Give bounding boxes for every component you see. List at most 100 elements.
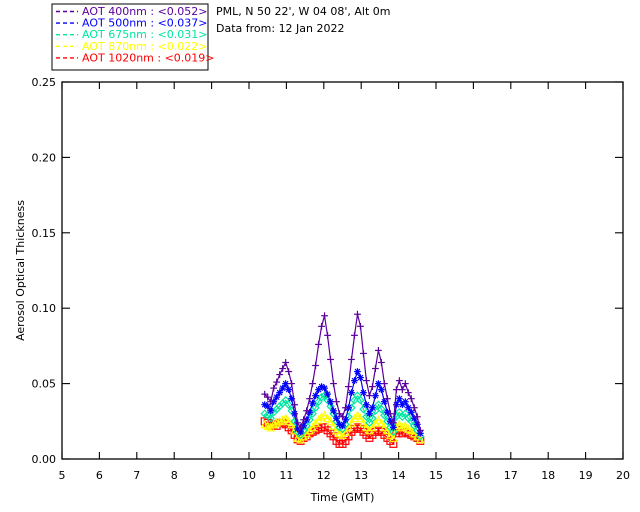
data-marker xyxy=(281,413,291,423)
data-marker xyxy=(341,427,350,436)
data-marker xyxy=(285,368,293,375)
data-marker xyxy=(369,383,376,391)
legend-label: AOT 675nm : <0.031> xyxy=(82,28,208,41)
data-marker xyxy=(409,428,419,438)
data-marker xyxy=(410,404,418,412)
data-marker xyxy=(380,411,389,420)
data-marker xyxy=(333,398,340,406)
x-tick-label: 16 xyxy=(466,469,480,482)
legend-label: AOT 870nm : <0.022> xyxy=(82,40,208,53)
data-marker xyxy=(348,356,355,363)
data-marker xyxy=(383,425,392,435)
data-marker xyxy=(369,404,376,412)
plot-frame xyxy=(61,81,624,460)
data-marker xyxy=(267,407,275,415)
data-marker xyxy=(389,427,398,437)
data-marker xyxy=(321,312,328,320)
data-marker xyxy=(327,398,334,406)
x-tick-label: 6 xyxy=(96,469,103,482)
legend-entry-2: AOT 675nm : <0.031> xyxy=(56,28,208,41)
data-marker xyxy=(317,412,326,421)
data-marker xyxy=(368,422,377,432)
legend-entry-3: AOT 870nm : <0.022> xyxy=(56,40,208,53)
data-marker xyxy=(278,415,288,424)
data-marker xyxy=(291,401,299,409)
data-marker xyxy=(297,423,305,431)
data-marker xyxy=(269,419,279,429)
data-marker xyxy=(312,392,319,400)
series-aot-400nm xyxy=(261,310,424,434)
data-marker xyxy=(357,374,364,381)
data-marker xyxy=(330,407,337,415)
legend-entry-0: AOT 400nm : <0.052> xyxy=(56,5,208,18)
data-marker xyxy=(329,421,338,430)
x-tick-label: 5 xyxy=(59,469,66,482)
data-marker xyxy=(267,398,275,406)
data-marker xyxy=(407,408,415,416)
data-marker xyxy=(362,412,371,422)
title-line-2: Data from: 12 Jan 2022 xyxy=(216,22,345,35)
data-marker xyxy=(353,410,362,420)
data-marker xyxy=(270,384,278,392)
data-marker xyxy=(309,399,316,407)
data-marker xyxy=(380,380,388,387)
data-marker xyxy=(401,398,409,406)
data-marker xyxy=(320,410,329,420)
data-marker xyxy=(318,322,325,330)
data-marker xyxy=(311,403,320,412)
data-marker xyxy=(273,393,281,401)
data-marker xyxy=(339,413,346,421)
data-marker xyxy=(398,386,406,394)
data-marker xyxy=(412,431,422,441)
data-marker xyxy=(287,419,297,429)
data-marker xyxy=(359,418,368,427)
legend-label: AOT 500nm : <0.037> xyxy=(82,17,208,30)
data-marker xyxy=(273,378,281,386)
x-tick-label: 9 xyxy=(208,469,215,482)
data-marker xyxy=(323,413,332,423)
data-marker xyxy=(354,310,361,318)
data-marker xyxy=(386,430,395,439)
data-marker xyxy=(406,425,416,435)
legend-entry-4: AOT 1020nm : <0.019> xyxy=(56,51,215,64)
data-marker xyxy=(404,389,412,397)
data-marker xyxy=(332,425,341,435)
data-marker xyxy=(324,331,331,339)
data-marker xyxy=(375,347,382,354)
x-tick-label: 12 xyxy=(317,469,331,482)
data-marker xyxy=(395,377,403,384)
data-marker xyxy=(372,365,379,372)
y-tick-label: 0.20 xyxy=(32,151,57,164)
x-tick-label: 14 xyxy=(392,469,406,482)
data-marker xyxy=(400,421,410,430)
data-marker xyxy=(294,419,302,427)
data-marker xyxy=(282,380,290,387)
data-marker xyxy=(315,340,322,348)
x-axis-title: Time (GMT) xyxy=(310,491,375,504)
data-marker xyxy=(374,415,383,424)
data-marker xyxy=(368,414,377,423)
data-marker xyxy=(407,395,415,403)
data-marker xyxy=(300,416,308,424)
y-tick-label: 0.10 xyxy=(32,302,57,315)
data-marker xyxy=(285,386,293,394)
data-marker xyxy=(309,380,316,387)
y-tick-label: 0.25 xyxy=(32,76,57,89)
legend-entry-1: AOT 500nm : <0.037> xyxy=(56,17,208,30)
data-marker xyxy=(377,359,385,366)
x-tick-label: 7 xyxy=(133,469,140,482)
data-marker xyxy=(347,418,356,427)
data-marker xyxy=(380,422,389,432)
data-marker xyxy=(342,404,349,412)
data-marker xyxy=(377,386,385,394)
data-marker xyxy=(327,356,334,363)
data-marker xyxy=(398,401,406,409)
data-marker xyxy=(303,407,310,415)
x-tick-label: 20 xyxy=(616,469,630,482)
x-tick-label: 13 xyxy=(354,469,368,482)
data-marker xyxy=(342,416,349,424)
data-marker xyxy=(366,392,373,400)
data-marker xyxy=(261,390,269,398)
legend-label: AOT 1020nm : <0.019> xyxy=(82,51,215,64)
